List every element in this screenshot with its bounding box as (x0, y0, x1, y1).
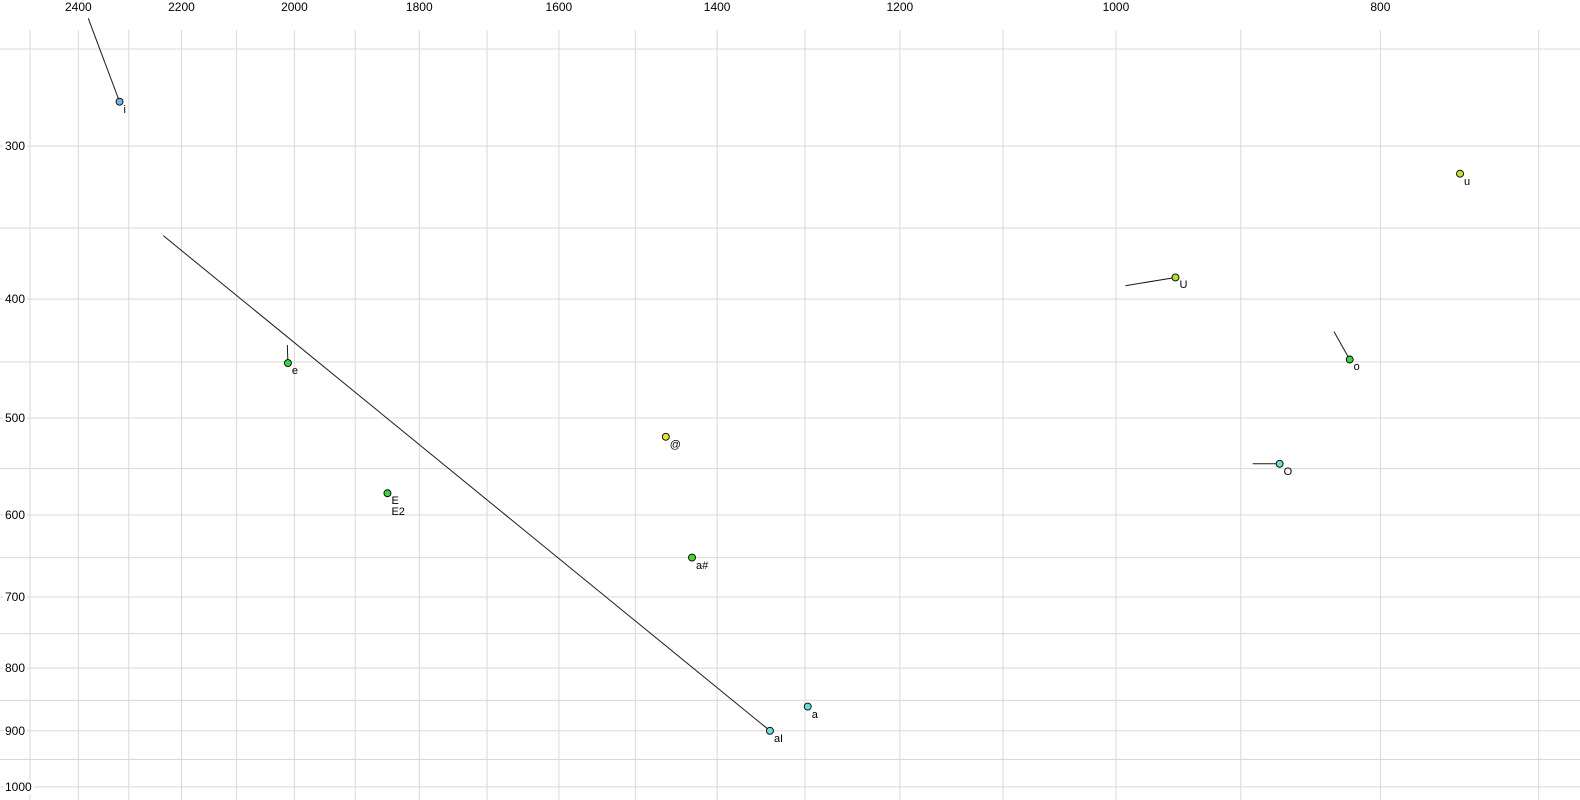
x-tick-label-2400: 2400 (64, 0, 92, 14)
y-tick-label-700: 700 (3, 590, 28, 605)
vowel-point-O (1275, 459, 1284, 468)
x-tick-label-2200: 2200 (168, 0, 195, 14)
vowel-label-a: a (811, 708, 818, 721)
x-tick-label-1000: 1000 (1102, 0, 1130, 14)
vowel-point-a (803, 702, 812, 711)
vowel-label-E: E (391, 495, 399, 508)
vowel-label-O: O (1283, 465, 1293, 478)
vowel-point-e (283, 359, 292, 367)
y-tick-label-500: 500 (3, 410, 28, 425)
vowel-label-a#: a# (696, 559, 709, 572)
x-tick-label-2000: 2000 (281, 0, 308, 14)
x-tick-label-800: 800 (1370, 0, 1391, 14)
vowel-label-aI: aI (773, 732, 784, 745)
vowel-trajectory-i (87, 18, 121, 102)
x-tick-label-1400: 1400 (703, 0, 731, 14)
vowel-point-aI (765, 726, 774, 735)
vowel-trajectory-o (1333, 331, 1351, 360)
y-tick-label-900: 900 (3, 723, 28, 738)
y-tick-label-300: 300 (3, 139, 28, 154)
vowel-point-u (1456, 169, 1464, 178)
vowel-point-E (383, 489, 392, 498)
vowel-label-E2: E2 (391, 506, 405, 519)
x-tick-label-1600: 1600 (545, 0, 573, 14)
vowel-label-U: U (1179, 279, 1188, 292)
y-tick-label-400: 400 (3, 292, 28, 307)
vowel-point-a# (688, 553, 696, 562)
x-tick-label-1200: 1200 (886, 0, 914, 14)
vowel-label-e: e (291, 365, 299, 378)
vowel-point-i (115, 97, 124, 106)
vowel-trajectory-U (1125, 276, 1176, 287)
x-tick-label-1800: 1800 (405, 0, 433, 14)
vowel-label-@: @ (669, 438, 681, 451)
vowel-point-o (1345, 355, 1354, 364)
vowel-point-U (1171, 273, 1180, 282)
vowel-point-@ (661, 432, 670, 441)
vowel-trajectory-aI (162, 235, 771, 732)
y-tick-label-600: 600 (3, 507, 28, 522)
y-tick-label-800: 800 (3, 661, 28, 676)
y-tick-label-1000: 1000 (3, 779, 34, 794)
vowel-label-o: o (1353, 361, 1360, 374)
vowel-label-u: u (1464, 175, 1471, 188)
vowel-label-i: i (123, 103, 126, 116)
